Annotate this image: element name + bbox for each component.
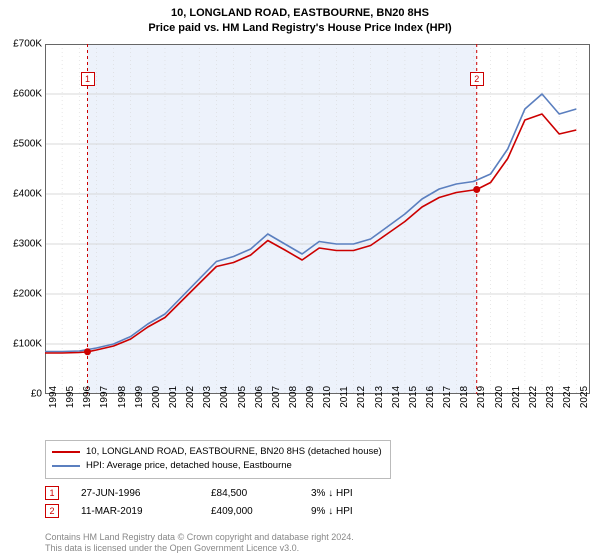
transaction-price: £409,000 [211, 506, 311, 517]
y-tick-label: £400K [13, 189, 42, 200]
page-subtitle: Price paid vs. HM Land Registry's House … [0, 21, 600, 36]
y-tick-label: £200K [13, 289, 42, 300]
x-tick-label: 2007 [271, 386, 282, 408]
x-tick-label: 2022 [528, 386, 539, 408]
x-tick-label: 1998 [117, 386, 128, 408]
page-title: 10, LONGLAND ROAD, EASTBOURNE, BN20 8HS [0, 6, 600, 21]
legend-item: HPI: Average price, detached house, East… [52, 459, 382, 473]
x-axis-labels: 1994199519961997199819992000200120022003… [45, 397, 590, 425]
y-axis-labels: £0£100K£200K£300K£400K£500K£600K£700K [0, 44, 42, 394]
legend-swatch [52, 465, 80, 467]
x-tick-label: 1999 [134, 386, 145, 408]
footer-line: This data is licensed under the Open Gov… [45, 543, 354, 554]
x-tick-label: 2013 [374, 386, 385, 408]
transaction-rows: 1 27-JUN-1996 £84,500 3% ↓ HPI 2 11-MAR-… [45, 484, 391, 520]
chart-area: £0£100K£200K£300K£400K£500K£600K£700K 19… [45, 44, 590, 424]
x-tick-label: 2004 [219, 386, 230, 408]
x-tick-label: 2020 [494, 386, 505, 408]
y-tick-label: £700K [13, 39, 42, 50]
legend-swatch [52, 451, 80, 453]
transaction-pct: 3% ↓ HPI [311, 488, 391, 499]
transaction-price: £84,500 [211, 488, 311, 499]
x-tick-label: 2000 [151, 386, 162, 408]
marker-box: 2 [45, 504, 59, 518]
x-tick-label: 2018 [459, 386, 470, 408]
y-tick-label: £300K [13, 239, 42, 250]
transaction-pct: 9% ↓ HPI [311, 506, 391, 517]
title-block: 10, LONGLAND ROAD, EASTBOURNE, BN20 8HS … [0, 0, 600, 36]
legend: 10, LONGLAND ROAD, EASTBOURNE, BN20 8HS … [45, 440, 391, 479]
x-tick-label: 2023 [545, 386, 556, 408]
x-tick-label: 2016 [425, 386, 436, 408]
x-tick-label: 1997 [99, 386, 110, 408]
x-tick-label: 2005 [237, 386, 248, 408]
y-tick-label: £0 [31, 389, 42, 400]
x-tick-label: 2009 [305, 386, 316, 408]
x-tick-label: 2006 [254, 386, 265, 408]
legend-label: 10, LONGLAND ROAD, EASTBOURNE, BN20 8HS … [86, 445, 382, 459]
y-tick-label: £600K [13, 89, 42, 100]
y-tick-label: £500K [13, 139, 42, 150]
x-tick-label: 1995 [65, 386, 76, 408]
x-tick-label: 2002 [185, 386, 196, 408]
y-tick-label: £100K [13, 339, 42, 350]
x-tick-label: 2021 [511, 386, 522, 408]
chart-marker-label: 1 [81, 72, 95, 86]
line-chart-svg [45, 44, 590, 394]
x-tick-label: 1994 [48, 386, 59, 408]
transaction-date: 27-JUN-1996 [81, 488, 211, 499]
transaction-row: 2 11-MAR-2019 £409,000 9% ↓ HPI [45, 502, 391, 520]
footer-line: Contains HM Land Registry data © Crown c… [45, 532, 354, 543]
x-tick-label: 2024 [562, 386, 573, 408]
transaction-row: 1 27-JUN-1996 £84,500 3% ↓ HPI [45, 484, 391, 502]
x-tick-label: 2017 [442, 386, 453, 408]
x-tick-label: 2015 [408, 386, 419, 408]
chart-marker-label: 2 [470, 72, 484, 86]
x-tick-label: 2011 [339, 386, 350, 408]
x-tick-label: 2008 [288, 386, 299, 408]
marker-box: 1 [45, 486, 59, 500]
x-tick-label: 2014 [391, 386, 402, 408]
plot-area: £0£100K£200K£300K£400K£500K£600K£700K [45, 44, 590, 394]
footer-note: Contains HM Land Registry data © Crown c… [45, 532, 354, 555]
x-tick-label: 2003 [202, 386, 213, 408]
x-tick-label: 2001 [168, 386, 179, 408]
legend-label: HPI: Average price, detached house, East… [86, 459, 292, 473]
x-tick-label: 2019 [476, 386, 487, 408]
x-tick-label: 2012 [356, 386, 367, 408]
legend-item: 10, LONGLAND ROAD, EASTBOURNE, BN20 8HS … [52, 445, 382, 459]
x-tick-label: 2010 [322, 386, 333, 408]
chart-container: 10, LONGLAND ROAD, EASTBOURNE, BN20 8HS … [0, 0, 600, 560]
x-tick-label: 2025 [579, 386, 590, 408]
transaction-date: 11-MAR-2019 [81, 506, 211, 517]
x-tick-label: 1996 [82, 386, 93, 408]
